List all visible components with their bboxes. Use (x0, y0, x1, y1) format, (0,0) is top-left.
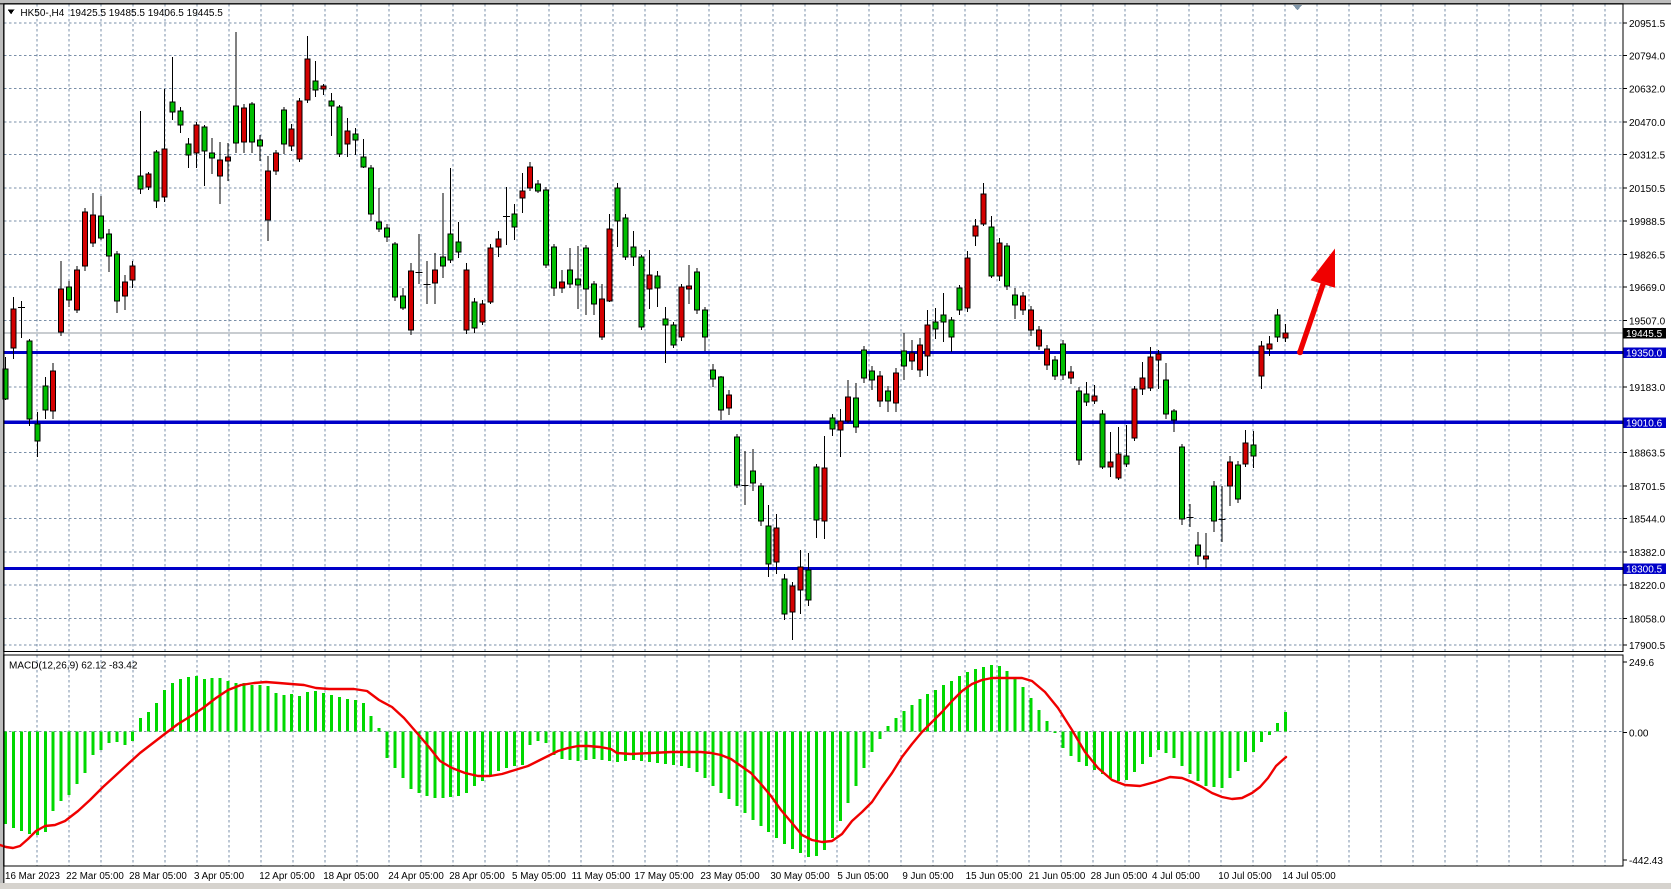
svg-text:HK50-,H4 19425.5 19485.5 1940: HK50-,H4 19425.5 19485.5 19406.5 19445.5 (20, 8, 223, 19)
svg-text:17 May 05:00: 17 May 05:00 (634, 871, 694, 882)
svg-text:18 Apr 05:00: 18 Apr 05:00 (323, 871, 379, 882)
svg-text:3 Apr 05:00: 3 Apr 05:00 (194, 871, 245, 882)
svg-text:15 Jun 05:00: 15 Jun 05:00 (966, 871, 1023, 882)
svg-text:20632.0: 20632.0 (1629, 85, 1666, 96)
svg-text:MACD(12,26,9) 62.12 -83.42: MACD(12,26,9) 62.12 -83.42 (9, 661, 138, 672)
svg-text:20312.5: 20312.5 (1629, 151, 1666, 162)
svg-text:18701.5: 18701.5 (1629, 482, 1666, 493)
svg-text:5 Jun 05:00: 5 Jun 05:00 (837, 871, 889, 882)
svg-text:19010.6: 19010.6 (1626, 419, 1663, 430)
svg-text:21 Jun 05:00: 21 Jun 05:00 (1029, 871, 1086, 882)
svg-text:18382.0: 18382.0 (1629, 548, 1666, 559)
svg-text:19826.5: 19826.5 (1629, 251, 1666, 262)
svg-text:24 Apr 05:00: 24 Apr 05:00 (388, 871, 444, 882)
svg-text:4 Jul 05:00: 4 Jul 05:00 (1152, 871, 1200, 882)
svg-text:28 Jun 05:00: 28 Jun 05:00 (1091, 871, 1148, 882)
svg-text:249.6: 249.6 (1629, 658, 1654, 669)
svg-text:18058.0: 18058.0 (1629, 615, 1666, 626)
svg-text:19350.0: 19350.0 (1626, 349, 1663, 360)
svg-text:22 Mar 05:00: 22 Mar 05:00 (66, 871, 124, 882)
svg-text:10 Jul 05:00: 10 Jul 05:00 (1218, 871, 1272, 882)
svg-text:19445.5: 19445.5 (1626, 329, 1663, 340)
svg-text:-442.43: -442.43 (1629, 856, 1663, 867)
svg-text:20951.5: 20951.5 (1629, 19, 1666, 30)
svg-text:28 Apr 05:00: 28 Apr 05:00 (449, 871, 505, 882)
svg-text:18220.0: 18220.0 (1629, 581, 1666, 592)
svg-text:17900.5: 17900.5 (1629, 641, 1666, 652)
svg-text:5 May 05:00: 5 May 05:00 (512, 871, 566, 882)
svg-text:19183.0: 19183.0 (1629, 383, 1666, 394)
svg-text:20150.5: 20150.5 (1629, 184, 1666, 195)
svg-text:18544.0: 18544.0 (1629, 515, 1666, 526)
svg-text:12 Apr 05:00: 12 Apr 05:00 (259, 871, 315, 882)
svg-text:0.00: 0.00 (1629, 729, 1649, 740)
svg-text:19669.0: 19669.0 (1629, 283, 1666, 294)
svg-text:11 May 05:00: 11 May 05:00 (572, 871, 631, 882)
svg-text:18863.5: 18863.5 (1629, 449, 1666, 460)
svg-text:18300.5: 18300.5 (1626, 565, 1663, 576)
svg-text:19507.0: 19507.0 (1629, 316, 1666, 327)
svg-text:14 Jul 05:00: 14 Jul 05:00 (1282, 871, 1336, 882)
svg-text:19988.5: 19988.5 (1629, 217, 1666, 228)
svg-text:30 May 05:00: 30 May 05:00 (770, 871, 830, 882)
svg-text:28 Mar 05:00: 28 Mar 05:00 (129, 871, 187, 882)
svg-text:20794.0: 20794.0 (1629, 51, 1666, 62)
svg-text:23 May 05:00: 23 May 05:00 (700, 871, 760, 882)
svg-text:9 Jun 05:00: 9 Jun 05:00 (902, 871, 954, 882)
svg-text:20470.0: 20470.0 (1629, 118, 1666, 129)
svg-text:16 Mar 2023: 16 Mar 2023 (5, 871, 61, 882)
